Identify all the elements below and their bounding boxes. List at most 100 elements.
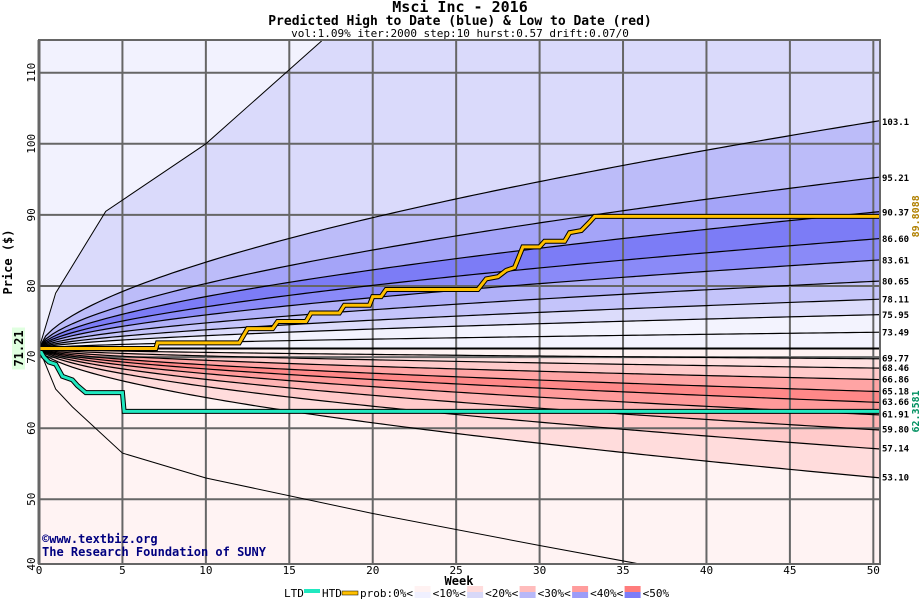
percentile-end-label: 78.11 — [882, 295, 909, 305]
percentile-end-label: 59.80 — [882, 426, 909, 436]
legend-prob-label: <20%< — [485, 587, 518, 600]
y-axis-label: Price ($) — [1, 229, 15, 294]
high-band — [39, 177, 880, 349]
legend-red-swatch — [572, 586, 589, 592]
y-tick-label: 80 — [25, 279, 38, 292]
x-tick-label: 50 — [867, 564, 880, 577]
x-tick-label: 35 — [616, 564, 629, 577]
percentile-line — [39, 348, 880, 431]
percentile-end-label: 63.66 — [882, 398, 909, 408]
high-band — [39, 314, 880, 349]
percentile-end-label: 68.46 — [882, 364, 909, 374]
percentile-end-label: 65.18 — [882, 387, 909, 397]
legend-red-swatch — [414, 586, 431, 592]
percentile-line — [39, 347, 880, 393]
high-band — [39, 211, 880, 349]
legend-prob-label: <30%< — [538, 587, 571, 600]
max-envelope-line — [39, 40, 324, 349]
percentile-end-label: 73.49 — [882, 328, 909, 338]
percentile-line — [39, 347, 880, 416]
y-tick-label: 50 — [25, 493, 38, 506]
legend-blue-swatch — [572, 592, 589, 598]
percentile-line — [39, 211, 880, 349]
percentile-line — [39, 280, 880, 350]
y-tick-label: 110 — [25, 63, 38, 83]
x-tick-label: 30 — [533, 564, 546, 577]
chart-subtitle: Predicted High to Date (blue) & Low to D… — [268, 14, 652, 29]
legend-prob-label: <40%< — [590, 587, 623, 600]
legend-prob-label: prob:0%< — [360, 587, 413, 600]
final-ltd-label: 62.3581 — [911, 390, 920, 432]
high-band — [39, 40, 880, 349]
low-band — [39, 348, 880, 450]
legend-blue-swatch — [467, 592, 484, 598]
watermark-org: The Research Foundation of SUNY — [42, 545, 267, 559]
chart-params: vol:1.09% iter:2000 step:10 hurst:0.57 d… — [291, 27, 629, 40]
percentile-line — [39, 314, 880, 350]
legend-red-swatch — [467, 586, 484, 592]
low-band — [39, 348, 880, 564]
percentile-end-label: 53.10 — [882, 473, 909, 483]
legend-htd-swatch — [341, 590, 359, 596]
x-tick-label: 45 — [783, 564, 796, 577]
y-tick-label: 40 — [25, 557, 38, 570]
x-tick-label: 5 — [119, 564, 126, 577]
percentile-end-label: 61.91 — [882, 411, 909, 421]
percentile-end-label: 83.61 — [882, 256, 909, 266]
legend-blue-swatch — [624, 592, 641, 598]
high-band — [39, 299, 880, 349]
percentile-line — [39, 347, 880, 404]
percentile-end-label: 103.1 — [882, 118, 909, 128]
legend-red-swatch — [624, 586, 641, 592]
min-envelope-line — [39, 348, 640, 564]
high-band — [39, 281, 880, 349]
percentile-line — [39, 347, 880, 360]
percentile-end-label: 75.95 — [882, 311, 909, 321]
y-tick-label: 60 — [25, 422, 38, 435]
htd-line — [39, 214, 880, 350]
legend-htd-label: HTD — [322, 587, 342, 600]
legend-red-swatch — [519, 586, 536, 592]
start-price-label: 71.21 — [12, 330, 26, 366]
legend-prob-label: <50% — [643, 587, 670, 600]
legend-ltd-label: LTD — [284, 587, 304, 600]
percentile-line — [39, 237, 880, 349]
legend-blue-swatch — [414, 592, 431, 598]
x-tick-label: 25 — [450, 564, 463, 577]
x-tick-label: 20 — [366, 564, 379, 577]
start-price-bg — [12, 327, 25, 370]
final-htd-label: 89.8088 — [911, 195, 920, 237]
ltd-line — [39, 347, 880, 413]
percentile-end-label: 95.21 — [882, 174, 909, 184]
percentile-line — [39, 348, 880, 450]
low-band — [39, 348, 880, 564]
percentile-line — [39, 298, 880, 350]
percentile-line — [39, 347, 880, 381]
x-axis-label: Week — [445, 574, 475, 588]
low-band — [39, 348, 880, 392]
percentile-end-label: 66.86 — [882, 375, 909, 385]
low-band — [39, 348, 880, 478]
percentile-line — [39, 176, 880, 349]
high-band — [39, 120, 880, 349]
y-tick-label: 90 — [25, 208, 38, 221]
chart-title: Msci Inc - 2016 — [392, 0, 528, 16]
percentile-end-label: 69.77 — [882, 355, 909, 365]
high-band — [39, 259, 880, 349]
percentile-end-label: 57.14 — [882, 445, 910, 455]
low-band — [39, 348, 880, 403]
x-tick-label: 10 — [199, 564, 212, 577]
low-band — [39, 348, 880, 380]
percentile-line — [39, 348, 880, 479]
percentile-end-label: 90.37 — [882, 208, 909, 218]
percentile-end-label: 86.60 — [882, 235, 909, 245]
legend-blue-swatch — [519, 592, 536, 598]
percentile-end-label: 80.65 — [882, 277, 909, 287]
percentile-line — [39, 120, 880, 349]
high-band — [39, 332, 880, 349]
high-band — [39, 238, 880, 349]
x-tick-label: 0 — [36, 564, 43, 577]
y-tick-label: 70 — [25, 350, 38, 363]
